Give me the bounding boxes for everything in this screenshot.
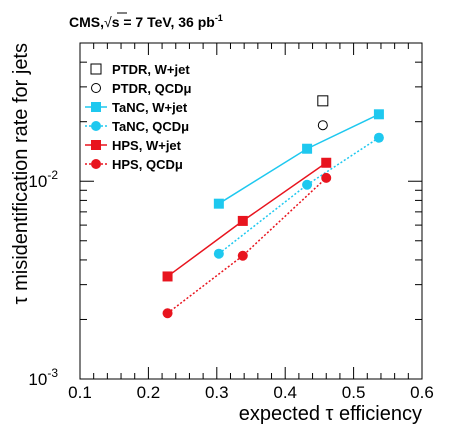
y-tick-base: 10 — [28, 172, 47, 191]
series-0 — [317, 95, 329, 107]
legend-label: TaNC, QCDμ — [112, 119, 189, 134]
x-tick-label: 0.4 — [273, 383, 297, 402]
title-energy: s = 7 TeV, 36 pb — [112, 14, 215, 30]
y-axis-label: τ misidentification rate for jets — [10, 43, 32, 304]
series-layer — [162, 95, 384, 319]
legend-marker — [91, 159, 101, 169]
series-2 — [213, 109, 384, 209]
data-point — [317, 120, 328, 131]
chart-title-text: CMS,√s = 7 TeV, 36 pb-1 — [69, 13, 223, 30]
series-line — [218, 113, 380, 205]
data-point — [162, 271, 173, 282]
series-line — [167, 177, 327, 314]
legend: PTDR, W+jet PTDR, QCDμ TaNC, W+jet TaNC, QC… — [85, 62, 192, 172]
legend-marker — [91, 121, 101, 131]
y-tick-label: 10-2 — [28, 168, 58, 191]
legend-marker — [91, 83, 101, 93]
tick-labels: 0.1 0.2 0.3 0.4 0.5 0.610-310-2 — [28, 168, 433, 402]
chart-title: CMS,√s = 7 TeV, 36 pb-1 — [69, 12, 223, 30]
legend-label: PTDR, W+jet — [112, 62, 190, 77]
legend-marker — [91, 102, 101, 112]
x-tick-label: 0.5 — [342, 383, 366, 402]
legend-label: TaNC, W+jet — [112, 100, 188, 115]
series-3 — [213, 132, 384, 259]
legend-label: HPS, QCDμ — [112, 157, 183, 172]
data-point — [321, 157, 332, 168]
series-4 — [162, 157, 332, 282]
y-tick-exponent: -3 — [47, 366, 58, 380]
y-tick-label: 10-3 — [28, 366, 58, 389]
x-tick-label: 0.1 — [68, 383, 92, 402]
legend-marker — [90, 63, 102, 75]
data-point — [373, 109, 384, 120]
title-lumi-exponent: -1 — [215, 13, 223, 23]
axis-ticks — [79, 42, 423, 380]
data-point — [317, 95, 329, 107]
x-tick-label: 0.6 — [410, 383, 434, 402]
y-tick-base: 10 — [28, 370, 47, 389]
data-point — [321, 172, 332, 183]
data-point — [213, 248, 224, 259]
x-tick-label: 0.2 — [137, 383, 161, 402]
data-point — [162, 308, 173, 319]
series-1 — [317, 120, 328, 131]
plot-frame — [79, 42, 423, 380]
data-point — [237, 250, 248, 261]
data-point — [302, 179, 313, 190]
series-5 — [162, 172, 332, 319]
data-point — [213, 198, 224, 209]
series-line — [218, 137, 380, 255]
x-tick-label: 0.3 — [205, 383, 229, 402]
data-point — [373, 132, 384, 143]
data-point — [302, 143, 313, 154]
x-axis-label: expected τ efficiency — [239, 403, 422, 425]
y-tick-exponent: -2 — [47, 168, 58, 182]
legend-marker — [91, 140, 101, 150]
legend-label: HPS, W+jet — [112, 138, 182, 153]
data-point — [237, 215, 248, 226]
title-experiment: CMS, — [69, 14, 104, 30]
title-sqrt: √ — [104, 14, 112, 30]
legend-label: PTDR, QCDμ — [112, 81, 192, 96]
